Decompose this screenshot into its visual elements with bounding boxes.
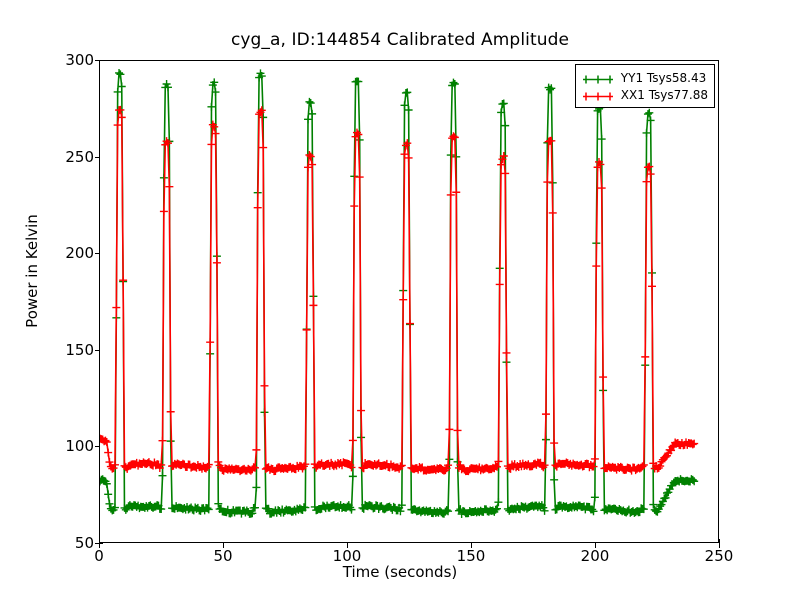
y-tick-mark: [99, 543, 103, 544]
x-tick-mark: [347, 543, 348, 548]
x-tick-label: 200: [580, 547, 610, 565]
legend-swatch-icon: [581, 88, 615, 101]
y-tick-mark: [95, 349, 100, 351]
data-series-2: [100, 105, 699, 476]
y-tick-mark: [95, 543, 100, 544]
legend-entry: XX1 Tsys77.88: [581, 86, 708, 103]
legend-entry: YY1 Tsys58.43: [581, 69, 708, 86]
x-axis-label: Time (seconds): [342, 563, 458, 581]
x-tick-label: 50: [213, 547, 233, 565]
x-tick-label: 250: [704, 547, 734, 565]
y-tick-label: 250: [65, 147, 94, 166]
series-line: [100, 107, 695, 473]
y-tick-mark: [95, 446, 100, 448]
y-tick-label: 300: [65, 51, 94, 69]
x-tick-label: 100: [332, 547, 362, 565]
y-tick-label: 200: [65, 244, 94, 263]
x-tick-mark: [595, 543, 596, 548]
legend-label: YY1 Tsys58.43: [620, 70, 707, 85]
x-tick-label: 150: [456, 547, 486, 565]
plot-svg: [100, 68, 699, 518]
y-tick-label: 100: [65, 437, 94, 456]
y-axis-label: Power in Kelvin: [23, 214, 41, 328]
legend-label: XX1 Tsys77.88: [620, 87, 708, 102]
legend-box: YY1 Tsys58.43 XX1 Tsys77.88: [574, 64, 715, 108]
legend-swatch-icon: [581, 71, 615, 84]
y-tick-mark: [95, 156, 100, 158]
x-tick-mark: [719, 543, 720, 548]
plot-area: YY1 Tsys58.43 XX1 Tsys77.88: [99, 60, 719, 543]
x-tick-mark: [719, 539, 720, 543]
y-tick-mark: [95, 60, 100, 61]
series-markers: [100, 68, 699, 518]
data-series-1: [100, 68, 699, 518]
y-tick-mark: [95, 253, 100, 255]
series-markers: [100, 105, 699, 476]
x-tick-mark: [471, 543, 472, 548]
x-tick-label: 0: [94, 547, 104, 565]
y-tick-label: 150: [65, 340, 94, 359]
x-tick-mark: [99, 543, 100, 548]
x-tick-mark: [223, 543, 224, 548]
chart-title: cyg_a, ID:144854 Calibrated Amplitude: [230, 30, 570, 50]
y-tick-label: 50: [74, 534, 94, 552]
